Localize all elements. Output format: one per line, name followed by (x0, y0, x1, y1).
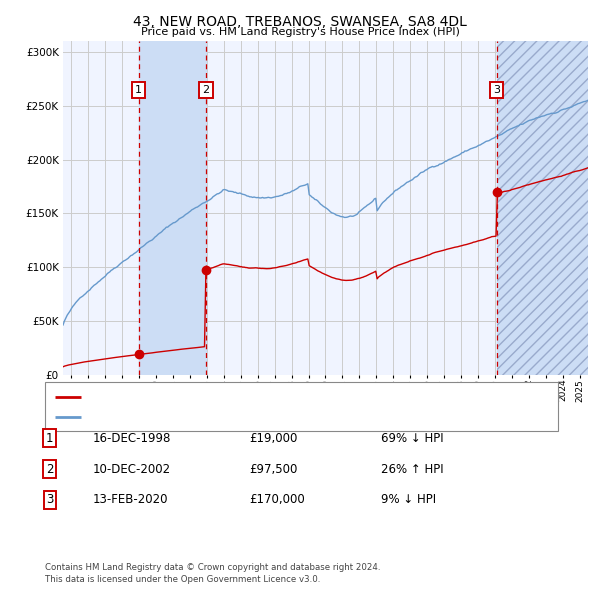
Text: 13-FEB-2020: 13-FEB-2020 (93, 493, 169, 506)
Bar (497, 41, 588, 375)
Bar (139, 41, 206, 375)
Text: 16-DEC-1998: 16-DEC-1998 (93, 432, 172, 445)
Text: 1: 1 (46, 432, 53, 445)
Text: 2: 2 (202, 84, 209, 94)
Text: This data is licensed under the Open Government Licence v3.0.: This data is licensed under the Open Gov… (45, 575, 320, 584)
Text: £170,000: £170,000 (249, 493, 305, 506)
Text: HPI: Average price, detached house, Neath Port Talbot: HPI: Average price, detached house, Neat… (88, 412, 358, 422)
Text: 2: 2 (46, 463, 53, 476)
Text: 3: 3 (46, 493, 53, 506)
Text: 43, NEW ROAD, TREBANOS, SWANSEA, SA8 4DL (detached house): 43, NEW ROAD, TREBANOS, SWANSEA, SA8 4DL… (88, 392, 418, 402)
Text: Contains HM Land Registry data © Crown copyright and database right 2024.: Contains HM Land Registry data © Crown c… (45, 563, 380, 572)
Text: 26% ↑ HPI: 26% ↑ HPI (381, 463, 443, 476)
Text: 69% ↓ HPI: 69% ↓ HPI (381, 432, 443, 445)
Text: £19,000: £19,000 (249, 432, 298, 445)
Text: 9% ↓ HPI: 9% ↓ HPI (381, 493, 436, 506)
Text: Price paid vs. HM Land Registry's House Price Index (HPI): Price paid vs. HM Land Registry's House … (140, 27, 460, 37)
Text: 3: 3 (493, 84, 500, 94)
Bar (497, 41, 588, 375)
Text: £97,500: £97,500 (249, 463, 298, 476)
Text: 43, NEW ROAD, TREBANOS, SWANSEA, SA8 4DL: 43, NEW ROAD, TREBANOS, SWANSEA, SA8 4DL (133, 15, 467, 29)
Text: 1: 1 (135, 84, 142, 94)
Text: 10-DEC-2002: 10-DEC-2002 (93, 463, 171, 476)
